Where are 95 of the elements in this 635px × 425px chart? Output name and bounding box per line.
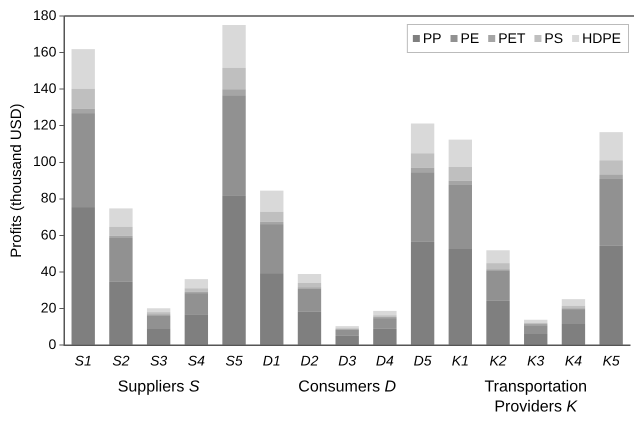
legend-label: PP [422,30,442,46]
x-tick-label: D1 [262,352,281,368]
legend-label: HDPE [582,30,622,46]
bar [298,283,322,288]
bar [335,336,359,345]
bar [373,318,397,329]
bar [222,89,246,96]
x-tick-label: K5 [602,352,620,368]
bar [298,288,322,312]
bar [298,274,322,284]
bar [599,132,623,160]
bar [448,249,472,345]
bar [72,207,95,345]
bar [146,308,170,312]
y-tick-label: 160 [33,43,57,60]
bar [448,180,472,185]
bar [524,333,548,345]
text: Transportation Providers K [484,378,588,416]
y-axis-title: Profits (thousand USD) [8,103,26,258]
x-tick-label: K4 [564,352,582,368]
bar [524,325,548,334]
bar [410,124,434,154]
bar [109,236,133,238]
bar [562,299,586,306]
bar [562,324,586,345]
bar [222,24,246,68]
bar [599,160,623,175]
x-tick-label: D5 [414,352,432,368]
bar [184,314,208,345]
y-tick-label: 180 [33,6,57,23]
y-tick-label: 100 [33,153,57,170]
bar [410,168,434,172]
x-tick-label: D2 [300,352,319,368]
x-tick-label: S1 [74,352,92,368]
x-tick-label: K3 [527,352,544,368]
y-tick-label: 40 [40,262,57,279]
bar [260,273,284,345]
bar [373,328,397,345]
bar [184,288,208,292]
bar [486,270,510,301]
bar [448,140,472,167]
bar [109,238,133,282]
bar [72,108,95,114]
bar [599,174,623,179]
bar [72,113,95,208]
bar [298,312,322,345]
x-tick-label: K2 [489,352,507,368]
x-tick-label: K1 [452,352,469,368]
bar [599,246,623,345]
x-tick-label: S4 [188,352,206,368]
bar [260,212,284,222]
bar [222,68,246,90]
x-tick-label: S2 [112,352,130,368]
bar [486,250,510,264]
bar [410,153,434,168]
bar [184,293,208,315]
bar [260,222,284,224]
legend-label: PE [460,30,480,46]
bar [448,166,472,181]
y-tick-label: 140 [33,80,57,96]
y-tick-label: 120 [33,116,57,133]
text: Consumers D [298,378,397,396]
bar [109,226,133,236]
bar [599,178,623,246]
x-tick-label: S5 [225,352,243,368]
bar [562,306,586,308]
bar [486,300,510,345]
bar [72,88,95,109]
y-tick-label: 0 [48,336,57,352]
bar [222,95,246,196]
bar [562,310,586,324]
bar [410,172,434,242]
legend-label: PS [544,30,564,46]
bar [260,224,284,274]
legend-label: PET [498,30,526,46]
x-tick-label: D4 [376,352,394,368]
y-tick-label: 20 [40,299,57,316]
text: Suppliers S [118,378,200,396]
bar [373,310,397,316]
bar [486,263,510,270]
bar [72,49,95,89]
bar [109,208,133,227]
bar [448,184,472,249]
bar [222,196,246,345]
x-tick-label: D3 [338,352,356,368]
bar [410,242,434,345]
bar [109,282,133,345]
y-tick-label: 80 [40,190,57,206]
y-tick-label: 60 [40,226,57,242]
bar [184,279,208,288]
x-tick-label: S3 [150,352,168,368]
bar [146,316,170,328]
bar [260,190,284,212]
bar [335,330,359,336]
bar [146,328,170,345]
